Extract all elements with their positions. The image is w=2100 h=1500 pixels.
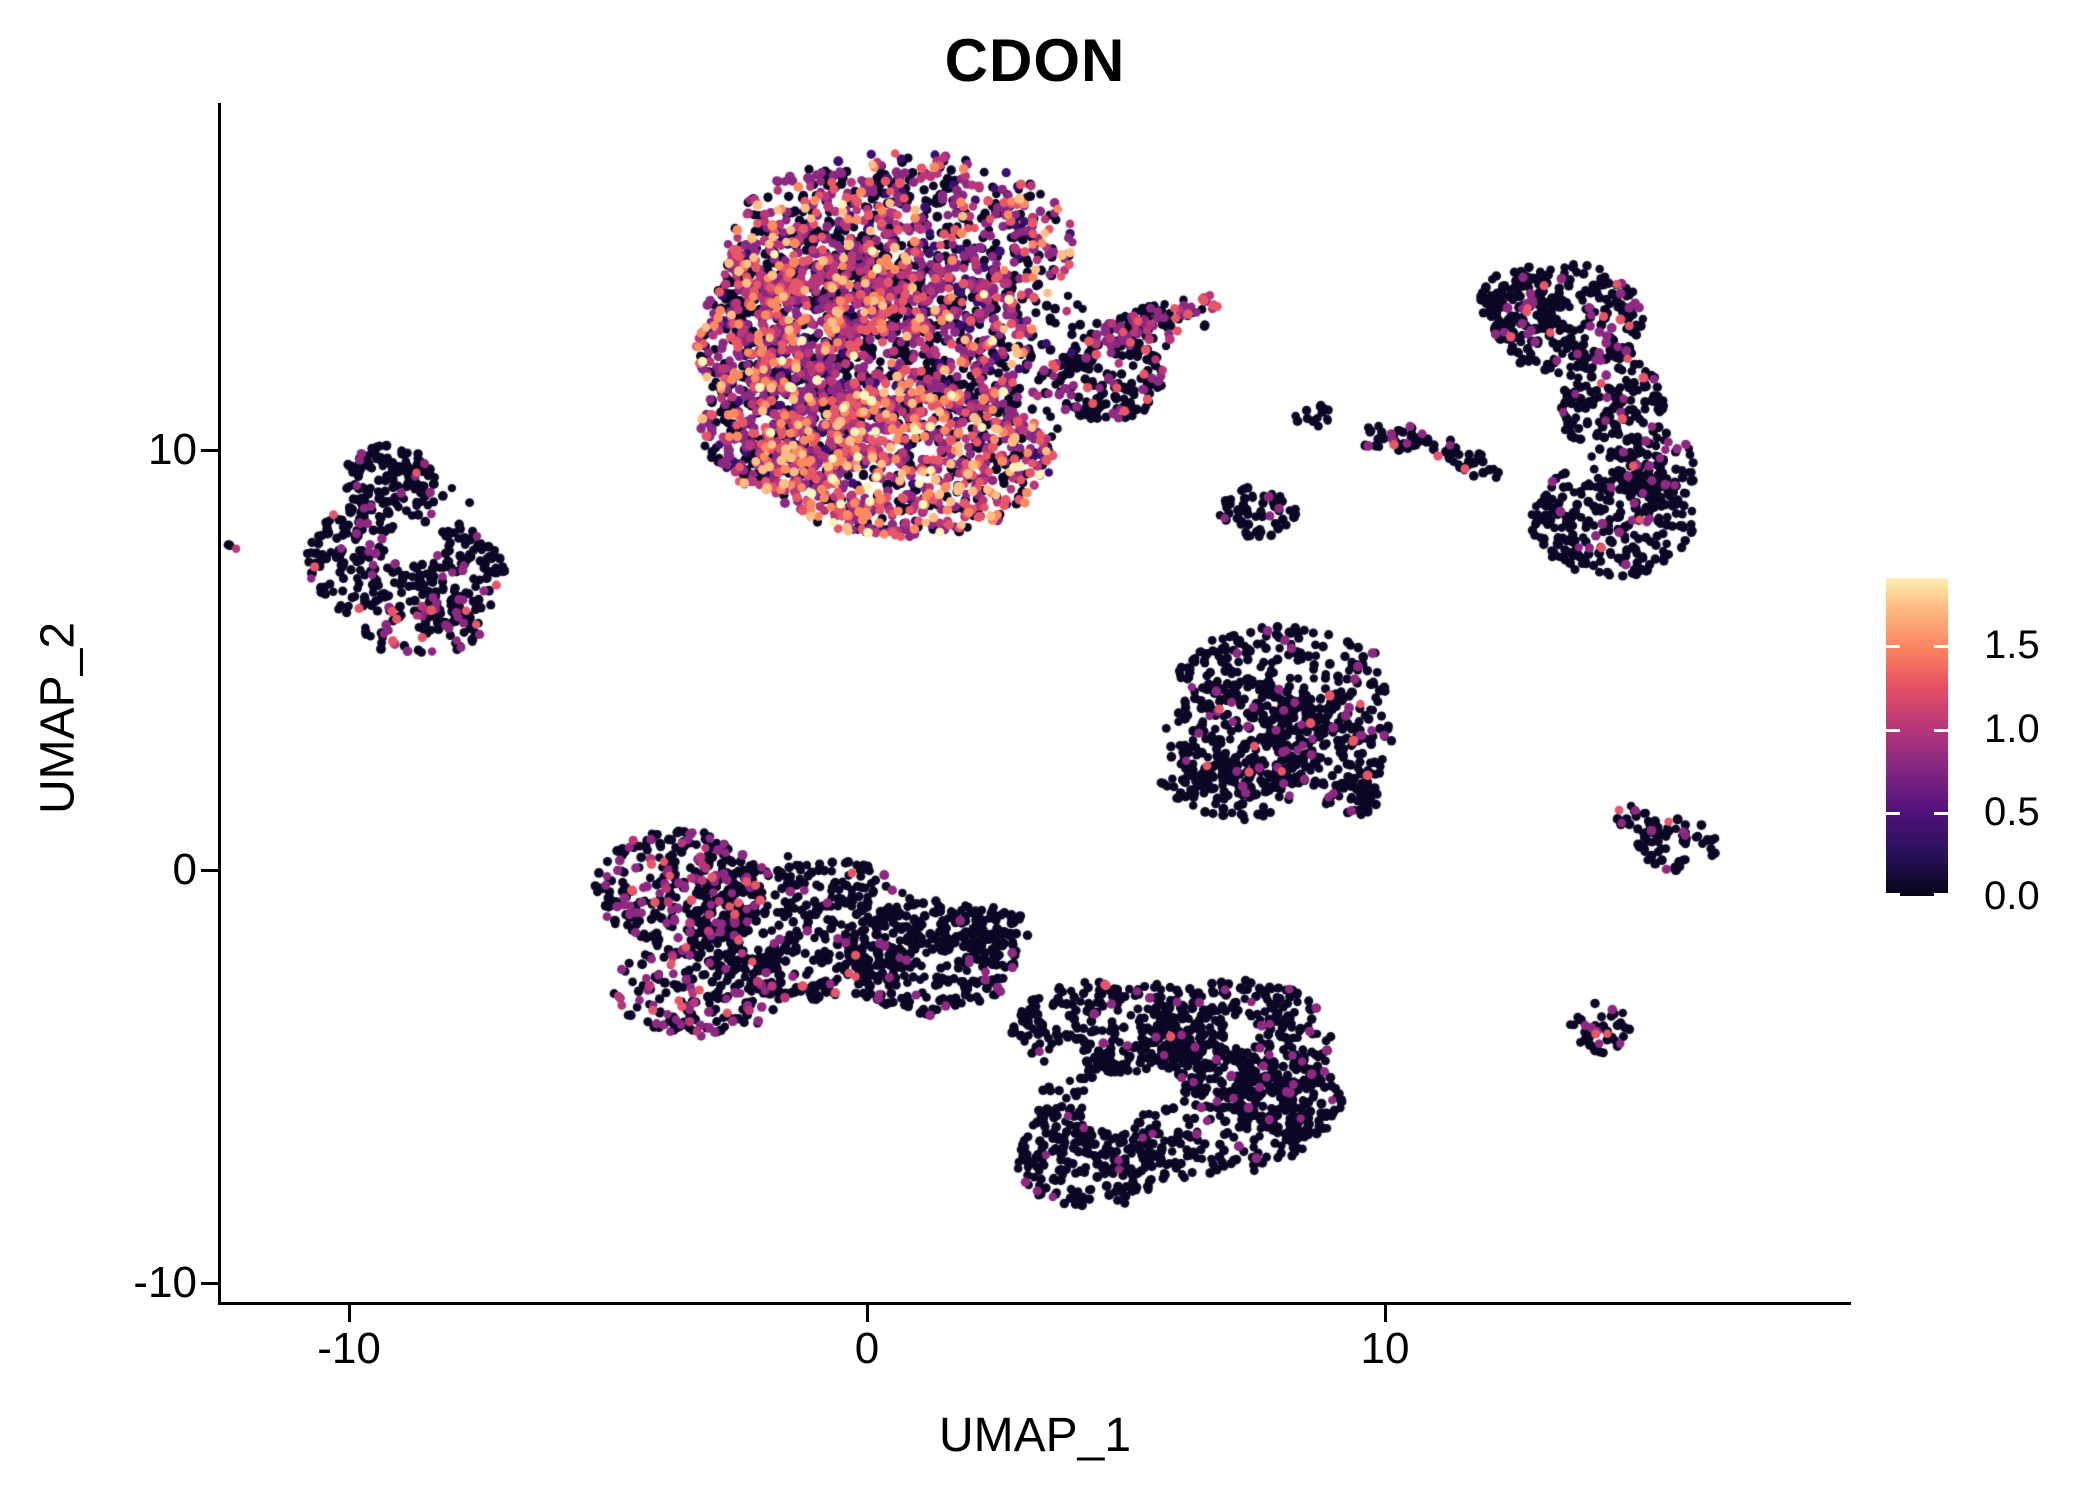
y-tick-label: -10 xyxy=(133,1258,197,1307)
legend-tick-dash xyxy=(1886,812,1900,816)
legend-tick-dash xyxy=(1886,644,1900,648)
legend-tick-label: 1.5 xyxy=(1984,622,2040,667)
plot-title: CDON xyxy=(944,27,1126,94)
x-tick-label: -10 xyxy=(317,1324,381,1373)
y-tick-mark xyxy=(201,449,218,452)
legend-tick-dash xyxy=(1934,893,1948,896)
legend-tick-dash xyxy=(1934,644,1948,648)
x-tick-mark xyxy=(866,1305,869,1322)
x-axis-title: UMAP_1 xyxy=(938,1409,1132,1462)
legend-tick-label: 0.5 xyxy=(1984,790,2040,835)
legend-colorbar xyxy=(1886,578,1948,896)
y-tick-label: 0 xyxy=(172,845,197,894)
x-tick-mark xyxy=(1384,1305,1387,1322)
legend-tick-dash xyxy=(1934,728,1948,732)
y-tick-mark xyxy=(201,1282,218,1285)
y-axis-title: UMAP_2 xyxy=(31,621,85,815)
x-tick-label: 0 xyxy=(854,1324,880,1373)
legend-tick-dash xyxy=(1886,728,1900,732)
y-tick-mark xyxy=(201,869,218,872)
y-tick-label: 10 xyxy=(148,425,197,474)
legend-tick-dash xyxy=(1934,812,1948,816)
legend-tick-label: 1.0 xyxy=(1984,706,2040,751)
legend-tick-dash xyxy=(1886,893,1900,896)
x-axis-line xyxy=(218,1302,1851,1305)
legend-tick-label: 0.0 xyxy=(1984,874,2040,918)
y-axis-line xyxy=(218,103,221,1305)
x-tick-mark xyxy=(348,1305,351,1322)
x-tick-label: 10 xyxy=(1360,1324,1410,1373)
